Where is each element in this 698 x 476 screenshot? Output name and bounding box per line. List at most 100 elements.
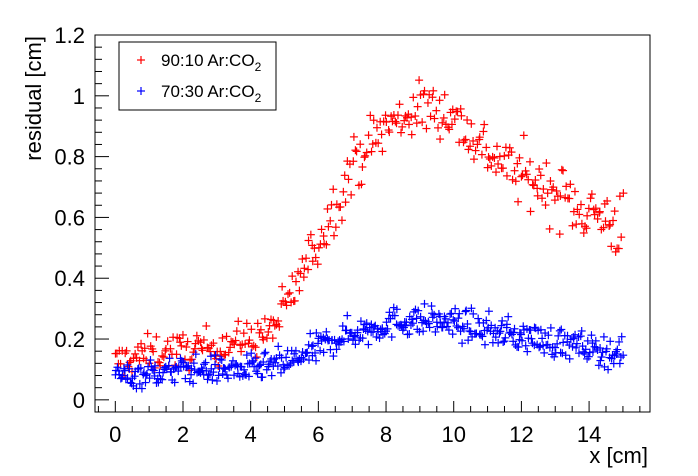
data-point [568, 342, 577, 351]
data-point [208, 376, 217, 385]
data-point [523, 347, 532, 356]
data-point [545, 224, 554, 233]
data-point [402, 318, 411, 327]
data-point [572, 339, 581, 348]
data-point [323, 204, 332, 213]
data-point [613, 345, 622, 354]
data-point [497, 321, 506, 330]
data-point [597, 353, 606, 362]
data-point [588, 347, 597, 356]
data-point [307, 342, 316, 351]
data-point [218, 333, 227, 342]
data-point [415, 76, 424, 85]
data-point [478, 332, 487, 341]
data-point [319, 232, 328, 241]
data-point [500, 151, 509, 160]
data-point [176, 338, 185, 347]
data-point [206, 347, 215, 356]
data-point [226, 343, 235, 352]
data-point [192, 331, 201, 340]
y-tick-label: 0.8 [54, 145, 85, 170]
data-point [393, 111, 402, 120]
data-point [556, 191, 565, 200]
data-point [484, 307, 493, 316]
data-point [251, 343, 260, 352]
data-point [436, 318, 445, 327]
data-point [540, 348, 549, 357]
data-point [591, 336, 600, 345]
data-point [420, 86, 429, 95]
data-point [364, 131, 373, 140]
data-point [232, 327, 241, 336]
data-point [326, 216, 335, 225]
data-point [602, 344, 611, 353]
legend-entry-2: 70:30 Ar:CO2 [137, 82, 262, 105]
data-point [483, 163, 492, 172]
data-point [281, 297, 290, 306]
data-point [438, 118, 447, 127]
data-point [617, 233, 626, 242]
data-point [559, 338, 568, 347]
data-point [538, 194, 547, 203]
data-point [232, 360, 241, 369]
data-point [582, 224, 591, 233]
data-point [424, 319, 433, 328]
data-point [255, 361, 264, 370]
data-point [557, 325, 566, 334]
data-point [361, 151, 370, 160]
legend-entry-1: 90:10 Ar:CO2 [137, 51, 262, 74]
data-point [447, 120, 456, 129]
data-point [366, 111, 375, 120]
x-tick-label: 6 [312, 422, 324, 447]
data-point [514, 197, 523, 206]
data-point [619, 351, 628, 360]
data-point [118, 371, 127, 380]
data-point [610, 351, 619, 360]
data-point [353, 326, 362, 335]
data-point [392, 119, 401, 128]
data-point [367, 147, 376, 156]
x-tick-label: 0 [109, 422, 121, 447]
data-point [245, 336, 254, 345]
data-point [203, 375, 212, 384]
data-point [268, 334, 277, 343]
data-point [480, 340, 489, 349]
data-point [221, 350, 230, 359]
data-point [362, 148, 371, 157]
data-point [573, 205, 582, 214]
data-point [329, 231, 338, 240]
data-point [436, 135, 445, 144]
y-tick-label: 0.4 [54, 266, 85, 291]
data-point [158, 375, 167, 384]
data-point [467, 119, 476, 128]
data-point [498, 316, 507, 325]
data-point [230, 371, 239, 380]
legend-box [118, 41, 277, 111]
data-point [457, 111, 466, 120]
data-point [463, 116, 472, 125]
data-point [136, 363, 145, 372]
data-point [544, 331, 553, 340]
data-point [501, 333, 510, 342]
data-point [473, 140, 482, 149]
x-tick-label: 12 [509, 422, 533, 447]
data-point [351, 340, 360, 349]
data-point [242, 351, 251, 360]
data-point [382, 117, 391, 126]
data-point [434, 123, 443, 132]
svg-text:90:10 Ar:CO2: 90:10 Ar:CO2 [161, 51, 262, 74]
data-point [536, 171, 545, 180]
data-point [460, 136, 469, 145]
data-point [351, 146, 360, 155]
data-point [214, 371, 223, 380]
data-point [502, 171, 511, 180]
data-point [510, 166, 519, 175]
data-point [553, 339, 562, 348]
data-point [615, 337, 624, 346]
data-point [156, 374, 165, 383]
data-point [488, 152, 497, 161]
data-point [212, 376, 221, 385]
data-point [590, 210, 599, 219]
data-point [239, 329, 248, 338]
data-point [535, 165, 544, 174]
